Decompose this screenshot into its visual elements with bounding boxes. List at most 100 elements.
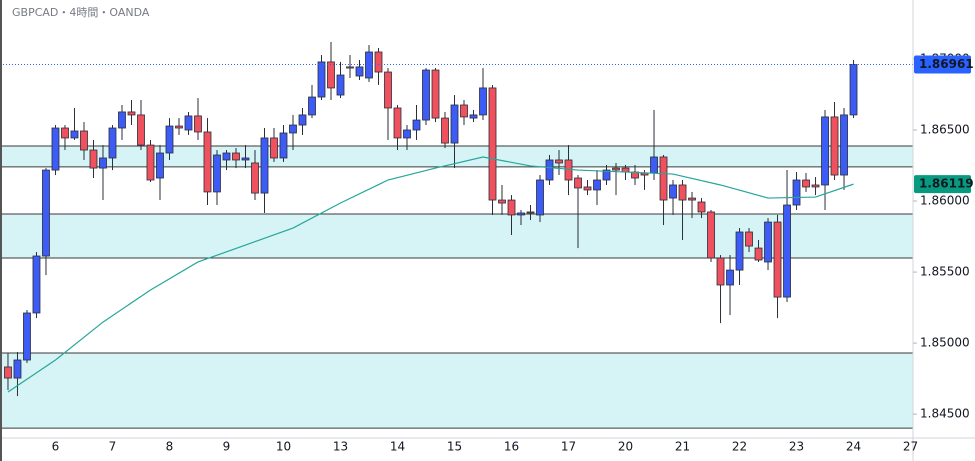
y-tick-label: 1.85500: [920, 265, 970, 279]
candle-body: [469, 114, 478, 119]
y-tick-label: 1.84500: [920, 407, 970, 421]
candle-body: [203, 131, 212, 193]
x-tick-label: 10: [276, 440, 291, 454]
candle-body: [602, 169, 611, 181]
candle-body: [137, 114, 145, 146]
y-tick-label: 1.85000: [920, 336, 970, 350]
candle-body: [650, 156, 658, 174]
candle-body: [593, 179, 601, 191]
x-tick-label: 9: [223, 440, 231, 454]
candle-body: [460, 104, 468, 118]
candle-body: [384, 71, 392, 109]
price-label-box: [914, 55, 971, 74]
candle-body: [4, 366, 12, 379]
candle-body: [127, 111, 136, 116]
candle-body: [222, 152, 231, 161]
zone: [0, 353, 913, 429]
candle-body: [374, 51, 383, 73]
candle-body: [13, 359, 22, 379]
candle-body: [792, 179, 801, 206]
candle-body: [232, 152, 240, 161]
x-tick-label: 8: [166, 440, 174, 454]
candle-body: [488, 87, 497, 201]
candle-body: [241, 157, 250, 161]
candle-body: [289, 124, 297, 134]
candle-body: [32, 255, 41, 314]
candle-body: [279, 132, 288, 159]
candle-body: [175, 125, 183, 129]
candle-body: [146, 144, 155, 181]
candle-body: [574, 177, 582, 189]
candle-body: [355, 66, 364, 77]
x-tick-label: 13: [333, 440, 348, 454]
candle-body: [412, 119, 421, 131]
candle-body: [716, 257, 725, 286]
candle-body: [346, 66, 354, 69]
candle-body: [830, 116, 839, 176]
candle-body: [517, 212, 525, 216]
candle-body: [298, 114, 307, 126]
price-label-box: [914, 175, 971, 194]
candle-body: [612, 167, 620, 171]
candle-body: [393, 107, 402, 139]
candle-body: [336, 74, 345, 96]
price-label: 1.86961: [919, 57, 974, 71]
candle-body: [441, 117, 449, 144]
x-tick-label: 20: [618, 440, 633, 454]
candle-body: [260, 137, 269, 194]
candle-body: [697, 201, 706, 213]
candle-body: [669, 184, 677, 199]
candle-body: [165, 125, 174, 154]
candle-body: [821, 116, 829, 186]
candle-body: [42, 169, 50, 257]
candle-body: [754, 247, 763, 261]
candle-body: [811, 184, 820, 188]
candle-body: [89, 149, 98, 169]
candle-body: [194, 115, 202, 133]
candle-body: [80, 130, 88, 151]
x-tick-label: 6: [52, 440, 60, 454]
candle-body: [764, 221, 772, 263]
candle-body: [479, 87, 487, 116]
candle-body: [23, 312, 31, 361]
x-tick-label: 16: [504, 440, 519, 454]
candle-body: [526, 211, 535, 214]
candle-body: [422, 69, 430, 121]
candle-body: [270, 137, 278, 159]
x-tick-label: 15: [447, 440, 462, 454]
candle-body: [498, 199, 506, 204]
candle-body: [707, 211, 715, 259]
candle-body: [840, 114, 848, 176]
overlay: [0, 64, 913, 393]
x-tick-label: 27: [903, 440, 918, 454]
candle-body: [251, 162, 259, 194]
candle-body: [308, 96, 316, 116]
candle-body: [659, 156, 668, 201]
candle-body: [99, 157, 107, 169]
zone: [0, 146, 913, 167]
candle-body: [431, 69, 440, 119]
candle-body: [108, 127, 117, 159]
candle-body: [403, 129, 411, 139]
candle-body: [802, 179, 810, 188]
candle-body: [51, 127, 60, 171]
x-tick-label: 22: [732, 440, 747, 454]
candle-body: [545, 159, 554, 181]
moving-average: [7, 156, 854, 393]
candle-body: [450, 104, 459, 144]
candle-body: [70, 130, 79, 139]
x-tick-label: 17: [561, 440, 576, 454]
candle-body: [783, 204, 791, 298]
candle-body: [156, 152, 164, 179]
candle-body: [849, 64, 858, 116]
candle-body: [317, 61, 326, 98]
chart-title: GBPCAD・4時間・OANDA: [12, 6, 150, 19]
candle-body: [118, 111, 126, 129]
axes: 1.870001.865001.860001.855001.850001.845…: [52, 51, 970, 453]
x-tick-label: 24: [846, 440, 861, 454]
candle-body: [735, 231, 744, 271]
candle-body: [726, 269, 734, 286]
candle-body: [688, 197, 696, 201]
x-tick-label: 14: [390, 440, 405, 454]
